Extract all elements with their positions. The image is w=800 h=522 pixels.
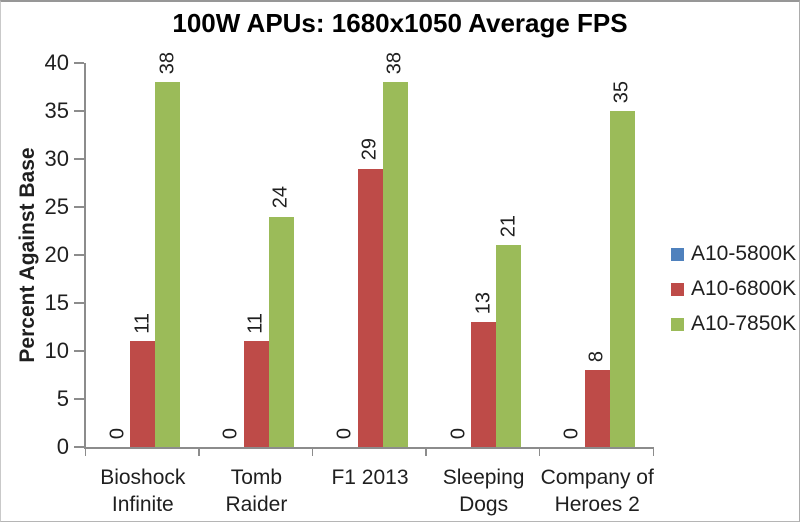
y-axis-tick [74, 110, 84, 112]
y-tick-label: 30 [44, 146, 69, 171]
legend-label: A10-5800K [691, 242, 797, 265]
bar-value-text: 8 [585, 351, 608, 363]
bar-value-label: 38 [156, 52, 179, 74]
category-label: F1 2013 [331, 466, 409, 489]
bar-value-text: 29 [358, 138, 381, 161]
bar-value-label: 21 [497, 215, 520, 237]
bar-value-label: 35 [611, 81, 634, 103]
bar-value-text: 35 [610, 80, 633, 103]
bar-value-label: 0 [334, 428, 357, 439]
category-label: Bioshock Infinite [100, 466, 186, 516]
bar [155, 82, 181, 447]
y-axis-tick [74, 350, 84, 352]
y-tick-label: 0 [56, 434, 69, 459]
bar [130, 341, 156, 447]
y-axis-tick [74, 62, 84, 64]
bar-value-text: 11 [244, 312, 267, 334]
bar [357, 168, 383, 447]
legend-swatch [671, 282, 684, 296]
y-tick-label: 40 [44, 50, 69, 75]
bar-value-text: 24 [269, 186, 292, 209]
x-axis-tick [84, 449, 86, 456]
bar-value-text: 0 [447, 427, 470, 439]
y-tick-label: 35 [44, 98, 69, 123]
bar-value-label: 0 [220, 428, 243, 439]
bar-value-label: 0 [447, 428, 470, 439]
legend-item-a10-5800k: A10-5800K [671, 242, 796, 266]
legend-item-a10-7850k: A10-7850K [671, 312, 796, 336]
x-axis-line [84, 447, 654, 449]
x-axis-tick [652, 449, 654, 456]
bar-value-label: 11 [245, 313, 268, 334]
bar-value-text: 21 [497, 215, 520, 238]
bar-value-label: 0 [106, 428, 129, 439]
x-axis-tick [198, 449, 200, 456]
chart-title: 100W APUs: 1680x1050 Average FPS [172, 8, 628, 38]
bar [471, 322, 497, 447]
category-label: Company of Heroes 2 [540, 466, 654, 516]
y-axis-tick [74, 446, 84, 448]
y-axis-title: Percent Against Base [16, 147, 39, 363]
legend-item-a10-6800k: A10-6800K [671, 277, 796, 301]
bar-value-label: 29 [359, 138, 382, 160]
bar [609, 111, 635, 447]
bar-value-text: 0 [560, 427, 583, 439]
bar [268, 216, 294, 447]
legend-label: A10-6800K [691, 277, 797, 300]
y-tick-label: 10 [44, 338, 69, 363]
bar [382, 82, 408, 447]
bar-value-text: 11 [131, 312, 154, 334]
bar-value-label: 11 [131, 313, 154, 334]
bar-value-text: 38 [156, 51, 179, 75]
y-axis-tick [74, 302, 84, 304]
category-label: Tomb Raider [225, 466, 288, 516]
y-tick-label: 25 [44, 194, 69, 219]
bar-value-label: 13 [472, 292, 495, 314]
legend-swatch [671, 247, 684, 261]
bar-value-text: 38 [383, 51, 406, 75]
bar [584, 370, 610, 447]
y-tick-label: 15 [44, 290, 69, 315]
bar-value-label: 38 [384, 52, 407, 74]
bar-value-label: 24 [270, 186, 293, 208]
y-axis-tick [74, 254, 84, 256]
bar-value-text: 13 [472, 291, 495, 315]
category-label: Sleeping Dogs [442, 466, 525, 516]
bar-value-label: 8 [586, 351, 609, 362]
bar-value-text: 0 [219, 427, 242, 439]
y-axis-tick [74, 158, 84, 160]
x-axis-tick [311, 449, 314, 456]
legend-label: A10-7850K [691, 312, 797, 335]
legend: A10-5800K A10-6800K A10-7850K [671, 242, 796, 347]
y-tick-label: 5 [56, 386, 69, 411]
x-axis-tick [425, 449, 427, 456]
y-axis-tick [74, 398, 84, 400]
y-axis-tick [74, 206, 84, 208]
bar [496, 245, 522, 447]
bar-value-label: 0 [561, 428, 584, 439]
x-axis-tick [538, 449, 541, 456]
legend-swatch [671, 317, 684, 331]
y-axis-line [84, 63, 86, 449]
bar [243, 341, 269, 447]
bar-value-text: 0 [333, 427, 356, 439]
y-tick-label: 20 [44, 242, 69, 267]
bar-value-text: 0 [106, 427, 129, 439]
